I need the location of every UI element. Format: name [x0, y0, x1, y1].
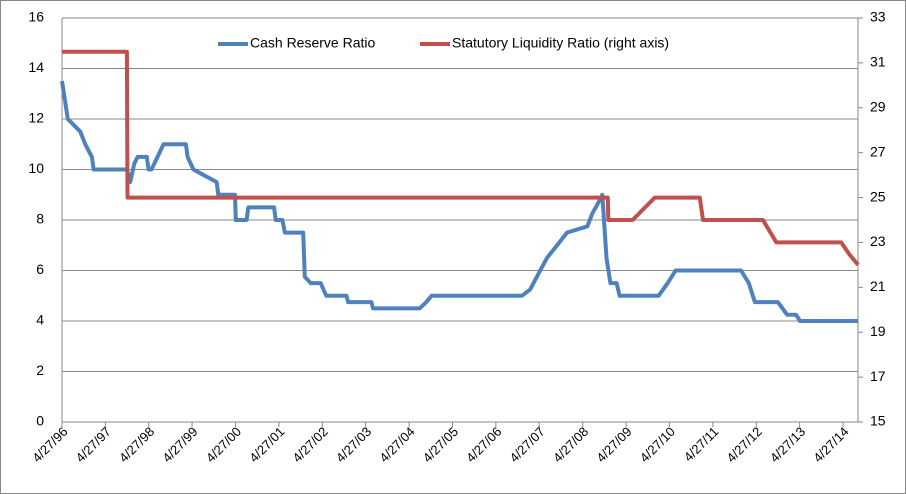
- y-tick-label: 10: [28, 160, 44, 176]
- series-line: [62, 49, 860, 267]
- y2-tick-label: 33: [870, 9, 886, 25]
- y-tick-label: 16: [28, 9, 44, 25]
- y-tick-label: 0: [36, 413, 44, 429]
- y2-tick-label: 19: [870, 323, 886, 339]
- y2-tick-label: 31: [870, 54, 886, 70]
- legend-label: Statutory Liquidity Ratio (right axis): [452, 35, 669, 51]
- y-tick-label: 6: [36, 261, 44, 277]
- y2-tick-label: 15: [870, 413, 886, 429]
- y-tick-label: 8: [36, 211, 44, 227]
- series-line: [60, 80, 858, 323]
- y2-tick-label: 23: [870, 233, 886, 249]
- y-tick-label: 4: [36, 312, 44, 328]
- y2-tick-label: 27: [870, 143, 886, 159]
- y2-tick-label: 21: [870, 278, 886, 294]
- y2-tick-label: 29: [870, 98, 886, 114]
- y-tick-label: 2: [36, 362, 44, 378]
- y-tick-label: 12: [28, 110, 44, 126]
- legend-label: Cash Reserve Ratio: [250, 35, 375, 51]
- y2-tick-label: 17: [870, 368, 886, 384]
- y-tick-label: 14: [28, 59, 44, 75]
- y2-tick-label: 25: [870, 188, 886, 204]
